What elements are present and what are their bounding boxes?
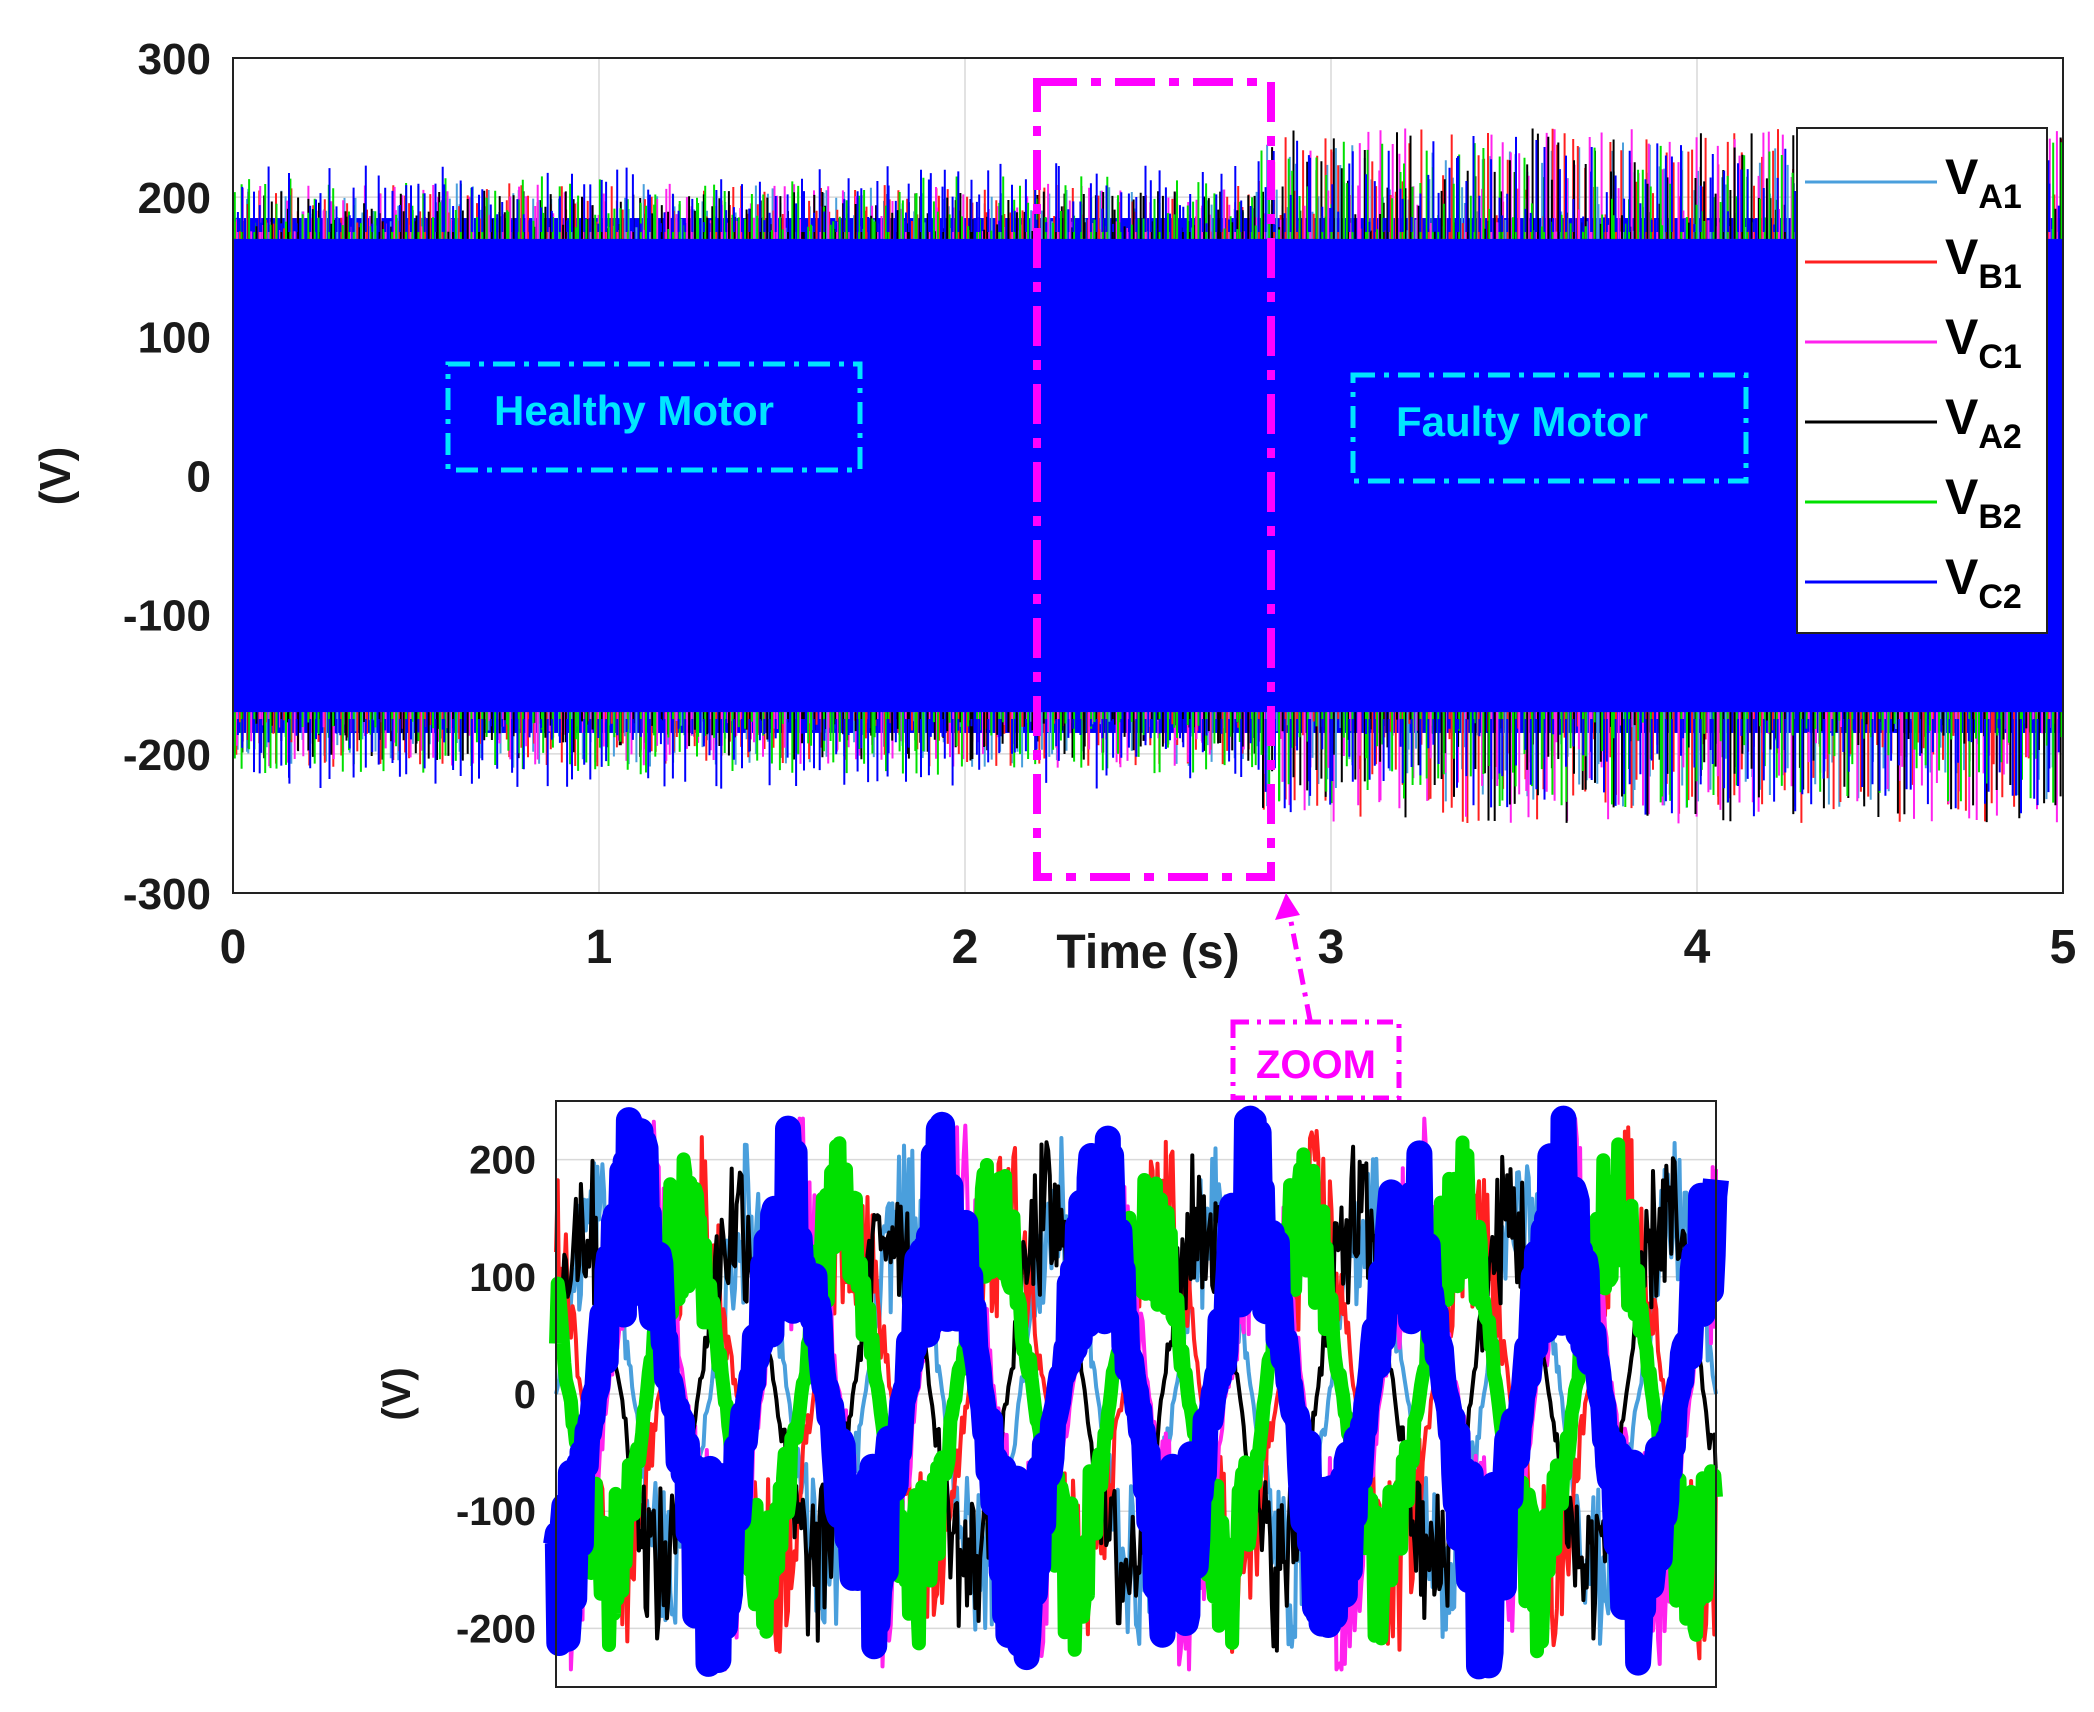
healthy-annotation-box	[445, 361, 863, 473]
zoom-y-axis-label: (V)	[375, 1367, 419, 1420]
zoom-y-tick-label: 100	[469, 1256, 536, 1300]
main-y-tick-label: -300	[123, 870, 211, 919]
main-x-tick-label: 0	[220, 921, 247, 974]
zoom-label-text: ZOOM	[1256, 1043, 1376, 1087]
main-x-tick-label: 3	[1318, 921, 1345, 974]
main-plot-frame	[232, 57, 2064, 894]
main-y-tick-label: 0	[187, 453, 211, 502]
main-x-tick-label: 2	[952, 921, 979, 974]
zoom-series-VA2-trace	[554, 1140, 1718, 1653]
series-VC2-band	[233, 218, 2063, 733]
zoom-series-VC2-trace	[543, 1105, 1729, 1680]
faulty-annotation-box	[1350, 372, 1749, 484]
main-x-axis-label: Time (s)	[1056, 926, 1239, 979]
main-traces	[232, 128, 2063, 824]
zoom-traces	[543, 1105, 1729, 1680]
zoom-callout: ZOOM	[1230, 893, 1402, 1101]
zoom-arrow-head	[1275, 893, 1300, 920]
main-x-tick-label: 1	[586, 921, 613, 974]
zoom-plot-frame	[555, 1100, 1717, 1688]
main-y-tick-label: 300	[138, 35, 211, 84]
zoom-label-box	[1230, 1019, 1402, 1101]
zoom-y-tick-label: 0	[514, 1373, 536, 1417]
main-y-ticks: 300 200 100 0 -100 -200 -300	[123, 35, 211, 919]
healthy-annotation-text: Healthy Motor	[494, 387, 774, 434]
main-y-tick-label: 100	[138, 313, 211, 362]
main-x-ticks: 0 1 2 3 4 5	[220, 921, 2077, 974]
main-y-tick-label: -100	[123, 592, 211, 641]
main-x-tick-label: 5	[2050, 921, 2077, 974]
zoom-y-tick-label: 200	[469, 1139, 536, 1183]
main-y-tick-label: -200	[123, 731, 211, 780]
main-y-axis-label: (V)	[31, 447, 80, 506]
main-y-tick-label: 200	[138, 174, 211, 223]
faulty-annotation-text: Faulty Motor	[1396, 398, 1648, 445]
main-voltage-chart: 300 200 100 0 -100 -200 -300 0 1 2 3 4 5 (V) Time (…	[31, 35, 2076, 979]
zoom-arrow-line	[1285, 905, 1313, 1021]
zoom-inset-chart: 200 100 0 -100 -200 (V)	[375, 1100, 1729, 1688]
zoom-y-tick-label: -200	[456, 1607, 536, 1651]
legend-box	[1796, 127, 2048, 634]
main-x-tick-label: 4	[1684, 921, 1711, 974]
zoom-window-box	[1033, 78, 1275, 881]
zoom-y-tick-label: -100	[456, 1490, 536, 1534]
zoom-y-ticks: 200 100 0 -100 -200	[456, 1139, 536, 1652]
